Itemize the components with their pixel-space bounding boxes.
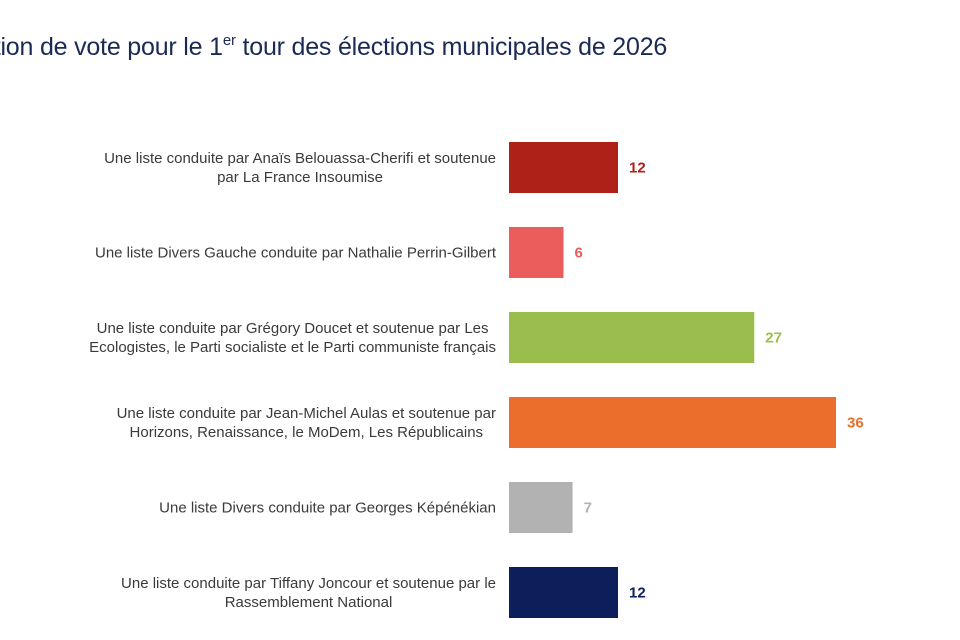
value-label-3: 27 bbox=[765, 330, 782, 347]
category-label-1-line-2: par La France Insoumise bbox=[217, 169, 383, 186]
category-label-4-line-2: Horizons, Renaissance, le MoDem, Les Rép… bbox=[130, 424, 484, 441]
value-label-2: 6 bbox=[575, 245, 583, 262]
category-label-5-line-1: Une liste Divers conduite par Georges Ké… bbox=[159, 500, 496, 517]
bar-6 bbox=[509, 567, 618, 618]
category-label-3-line-2: Ecologistes, le Parti socialiste et le P… bbox=[89, 339, 496, 356]
category-label-4-line-1: Une liste conduite par Jean-Michel Aulas… bbox=[117, 405, 496, 422]
category-label-6-line-2: Rassemblement National bbox=[225, 594, 393, 611]
category-label-2-line-1: Une liste Divers Gauche conduite par Nat… bbox=[95, 245, 497, 262]
value-label-4: 36 bbox=[847, 415, 864, 432]
bar-3 bbox=[509, 312, 755, 363]
value-label-5: 7 bbox=[584, 500, 592, 517]
category-label-3-line-1: Une liste conduite par Grégory Doucet et… bbox=[97, 320, 489, 337]
category-label-6-line-1: Une liste conduite par Tiffany Joncour e… bbox=[121, 575, 496, 592]
value-label-6: 12 bbox=[629, 585, 646, 602]
chart-title-superscript: er bbox=[222, 32, 236, 49]
bar-1 bbox=[509, 142, 618, 193]
chart-title-rest: tour des élections municipales de 2026 bbox=[235, 33, 668, 61]
chart-title: ntion de vote pour le 1er tour des élect… bbox=[0, 32, 667, 62]
bar-5 bbox=[509, 482, 573, 533]
category-label-1-line-1: Une liste conduite par Anaïs Belouassa-C… bbox=[104, 150, 496, 167]
value-label-1: 12 bbox=[629, 160, 646, 177]
chart-title-main: ntion de vote pour le 1 bbox=[0, 33, 223, 61]
bar-2 bbox=[509, 227, 564, 278]
bar-4 bbox=[509, 397, 836, 448]
